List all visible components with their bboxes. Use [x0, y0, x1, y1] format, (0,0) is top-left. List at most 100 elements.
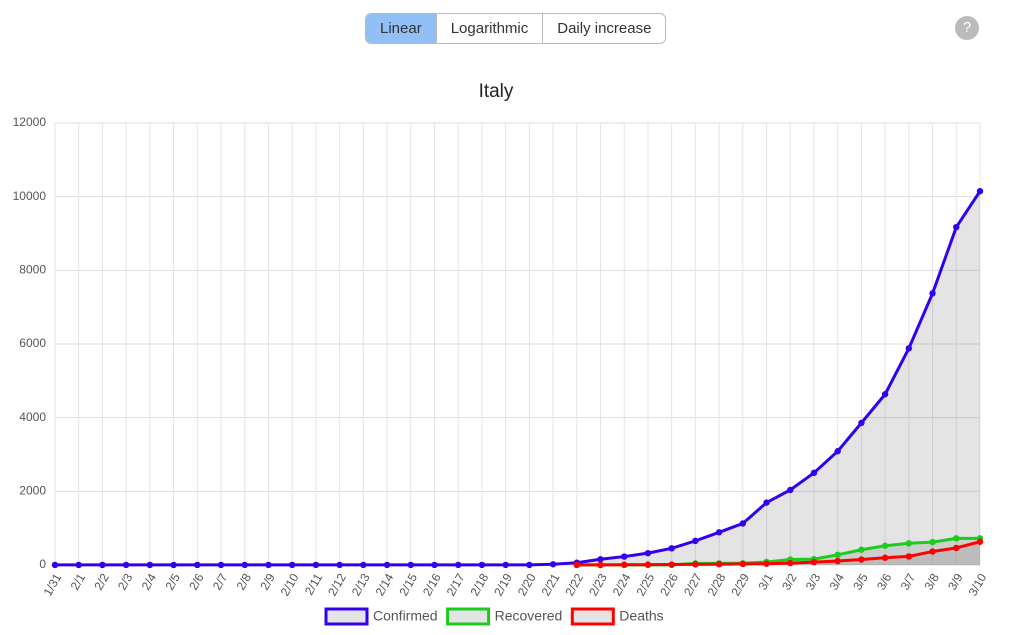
- point: [881, 554, 889, 561]
- x-tick-label: 2/1: [68, 571, 89, 593]
- point: [763, 560, 770, 567]
- point: [787, 486, 794, 494]
- x-tick-label: 2/6: [186, 571, 207, 593]
- x-tick-label: 2/19: [491, 571, 515, 599]
- legend-swatch: [446, 607, 491, 626]
- point: [739, 520, 747, 527]
- point: [170, 561, 177, 569]
- point: [621, 553, 628, 560]
- point: [644, 561, 652, 568]
- toggle-button[interactable]: Linear: [366, 14, 436, 43]
- x-tick-label: 2/3: [115, 571, 136, 593]
- point: [858, 419, 865, 427]
- point: [739, 560, 747, 568]
- x-tick-label: 2/8: [234, 571, 255, 593]
- x-tick-label: 2/20: [515, 571, 539, 599]
- x-tick-label: 2/26: [657, 571, 681, 599]
- line: [55, 190, 982, 567]
- point: [526, 561, 533, 569]
- point: [763, 499, 770, 506]
- toggle-button[interactable]: Daily increase: [542, 14, 665, 43]
- point: [810, 469, 818, 477]
- point: [573, 561, 580, 569]
- x-tick-label: 2/17: [444, 571, 468, 599]
- y-tick-label: 8000: [19, 263, 46, 277]
- point: [668, 545, 675, 552]
- point: [905, 553, 913, 560]
- point: [51, 561, 59, 569]
- point: [336, 561, 343, 569]
- point: [810, 558, 818, 566]
- point: [692, 537, 699, 545]
- point: [692, 561, 699, 568]
- x-tick-label: 2/2: [91, 571, 112, 593]
- legend-swatch: [324, 607, 369, 626]
- point: [787, 559, 794, 567]
- x-tick-label: 2/12: [325, 571, 349, 599]
- x-tick-label: 3/6: [874, 571, 895, 593]
- x-tick-label: 2/22: [562, 571, 586, 599]
- point: [360, 561, 367, 569]
- point: [668, 561, 675, 568]
- point: [905, 345, 913, 352]
- x-tick-label: 2/13: [349, 571, 373, 599]
- y-tick-label: 12000: [13, 115, 47, 129]
- legend-label: Confirmed: [373, 608, 438, 624]
- point: [929, 290, 936, 297]
- point: [431, 561, 438, 569]
- point: [858, 546, 865, 553]
- x-tick-label: 2/24: [610, 571, 634, 599]
- legend-label: Recovered: [495, 608, 563, 624]
- point: [834, 551, 841, 559]
- x-tick-label: 2/5: [162, 571, 183, 593]
- point: [621, 561, 628, 568]
- point: [478, 561, 486, 569]
- point: [241, 561, 248, 569]
- y-tick-label: 4000: [19, 410, 46, 424]
- point: [953, 535, 960, 542]
- point: [502, 561, 509, 569]
- x-tick-label: 3/1: [755, 571, 776, 593]
- point: [976, 187, 984, 195]
- point: [881, 391, 889, 398]
- x-tick-label: 2/7: [210, 571, 231, 593]
- x-tick-label: 3/4: [827, 571, 848, 593]
- x-tick-label: 2/25: [633, 571, 657, 599]
- toggle-button[interactable]: Logarithmic: [435, 14, 543, 43]
- x-tick-label: 2/14: [373, 571, 397, 599]
- x-tick-label: 3/7: [898, 571, 919, 593]
- x-tick-label: 3/8: [921, 571, 942, 593]
- point: [265, 561, 272, 569]
- point: [407, 561, 414, 569]
- area: [55, 191, 980, 565]
- x-tick-label: 3/2: [779, 571, 800, 593]
- x-tick-label: 2/9: [257, 571, 278, 593]
- x-tick-label: 2/15: [396, 571, 420, 599]
- point: [146, 561, 154, 569]
- point: [194, 561, 201, 569]
- point: [929, 548, 936, 555]
- help-button[interactable]: ?: [955, 16, 979, 40]
- point: [597, 556, 604, 563]
- line: [576, 540, 981, 567]
- legend: Confirmed Recovered Deaths: [324, 607, 664, 626]
- x-tick-label: 2/28: [705, 571, 729, 599]
- point: [288, 561, 296, 569]
- point: [597, 561, 604, 569]
- point: [383, 561, 391, 569]
- point: [99, 561, 106, 569]
- x-tick-label: 2/11: [302, 571, 326, 598]
- y-tick-label: 6000: [19, 336, 46, 350]
- x-tick-label: 2/21: [539, 571, 563, 599]
- point: [644, 549, 652, 557]
- x-tick-label: 2/4: [139, 571, 160, 593]
- x-tick-label: 2/18: [467, 571, 491, 599]
- x-tick-label: 3/10: [966, 571, 990, 599]
- scale-toggle: Linear Logarithmic Daily increase: [365, 13, 667, 44]
- point: [312, 561, 320, 569]
- x-tick-label: 2/23: [586, 571, 610, 599]
- point: [953, 544, 960, 552]
- y-tick-label: 10000: [13, 189, 47, 203]
